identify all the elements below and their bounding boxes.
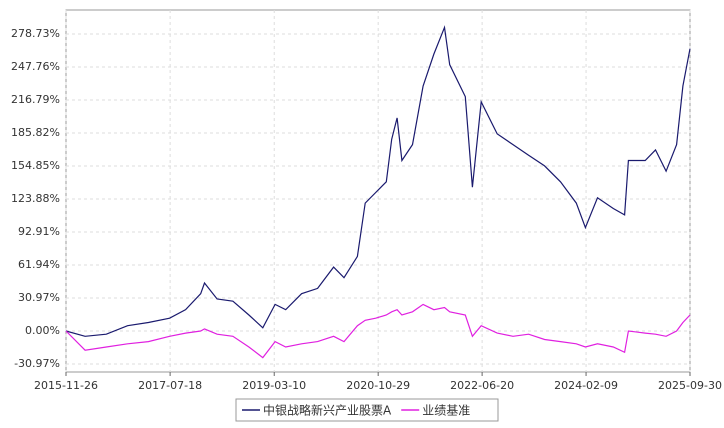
y-tick-label: 61.94% (18, 258, 60, 271)
legend-label: 中银战略新兴产业股票A (263, 403, 392, 418)
x-tick-label: 2020-10-29 (346, 379, 410, 392)
series-line (65, 25, 691, 337)
y-tick-label: -30.97% (14, 357, 60, 370)
grid (65, 10, 691, 372)
y-tick-label: 278.73% (11, 27, 60, 40)
x-tick-label: 2017-07-18 (138, 379, 202, 392)
y-tick-label: 216.79% (11, 93, 60, 106)
series-line (65, 303, 691, 359)
y-tick-label: 123.88% (11, 192, 60, 205)
y-tick-label: 0.00% (25, 324, 60, 337)
y-tick-label: 92.91% (18, 225, 60, 238)
y-tick-label: 185.82% (11, 126, 60, 139)
x-tick-label: 2019-03-10 (242, 379, 306, 392)
legend-label: 业绩基准 (422, 404, 470, 418)
y-tick-label: 30.97% (18, 291, 60, 304)
x-tick-label: 2015-11-26 (34, 379, 98, 392)
legend (235, 398, 499, 422)
x-tick-label: 2022-06-20 (450, 379, 514, 392)
y-tick-label: 154.85% (11, 159, 60, 172)
x-tick-label: 2024-02-09 (554, 379, 618, 392)
lines (65, 25, 691, 359)
x-tick-label: 2025-09-30 (658, 379, 722, 392)
y-tick-label: 247.76% (11, 60, 60, 73)
